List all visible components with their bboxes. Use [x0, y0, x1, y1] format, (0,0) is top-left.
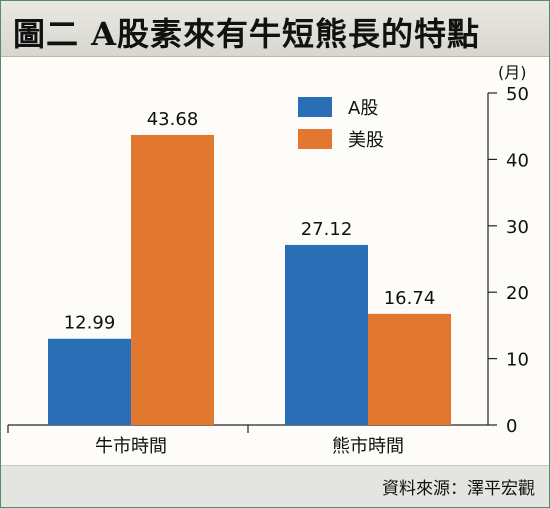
y-tick-label: 10 [506, 350, 529, 371]
x-category-label: 熊市時間 [332, 436, 404, 457]
x-category-label: 牛市時間 [95, 436, 167, 457]
chart-title: 圖二 A股素來有牛短熊長的特點 [13, 15, 480, 53]
source-bar: 資料來源：澤平宏觀 [1, 465, 549, 507]
y-tick-label: 40 [506, 150, 529, 171]
bar-us-stock [368, 313, 451, 425]
bar-a-share [48, 338, 131, 425]
y-tick-label: 20 [506, 283, 529, 304]
bar-us-stock [131, 134, 214, 426]
source-note: 資料來源：澤平宏觀 [382, 479, 535, 499]
legend-swatch [298, 97, 332, 117]
title-bar: 圖二 A股素來有牛短熊長的特點 [1, 1, 549, 57]
y-tick-label: 30 [506, 217, 529, 238]
legend-swatch [298, 129, 332, 149]
bar-value-label: 27.12 [301, 219, 353, 240]
bar-a-share [285, 244, 368, 425]
bar-value-label: 43.68 [147, 109, 199, 130]
legend-label: A股 [348, 98, 378, 119]
bar-value-label: 12.99 [64, 313, 116, 334]
y-tick-label: 50 [506, 84, 529, 105]
y-axis-unit-label: (月) [498, 63, 527, 82]
y-tick-label: 0 [506, 416, 517, 437]
legend-label: 美股 [348, 130, 384, 151]
bar-value-label: 16.74 [384, 288, 436, 309]
